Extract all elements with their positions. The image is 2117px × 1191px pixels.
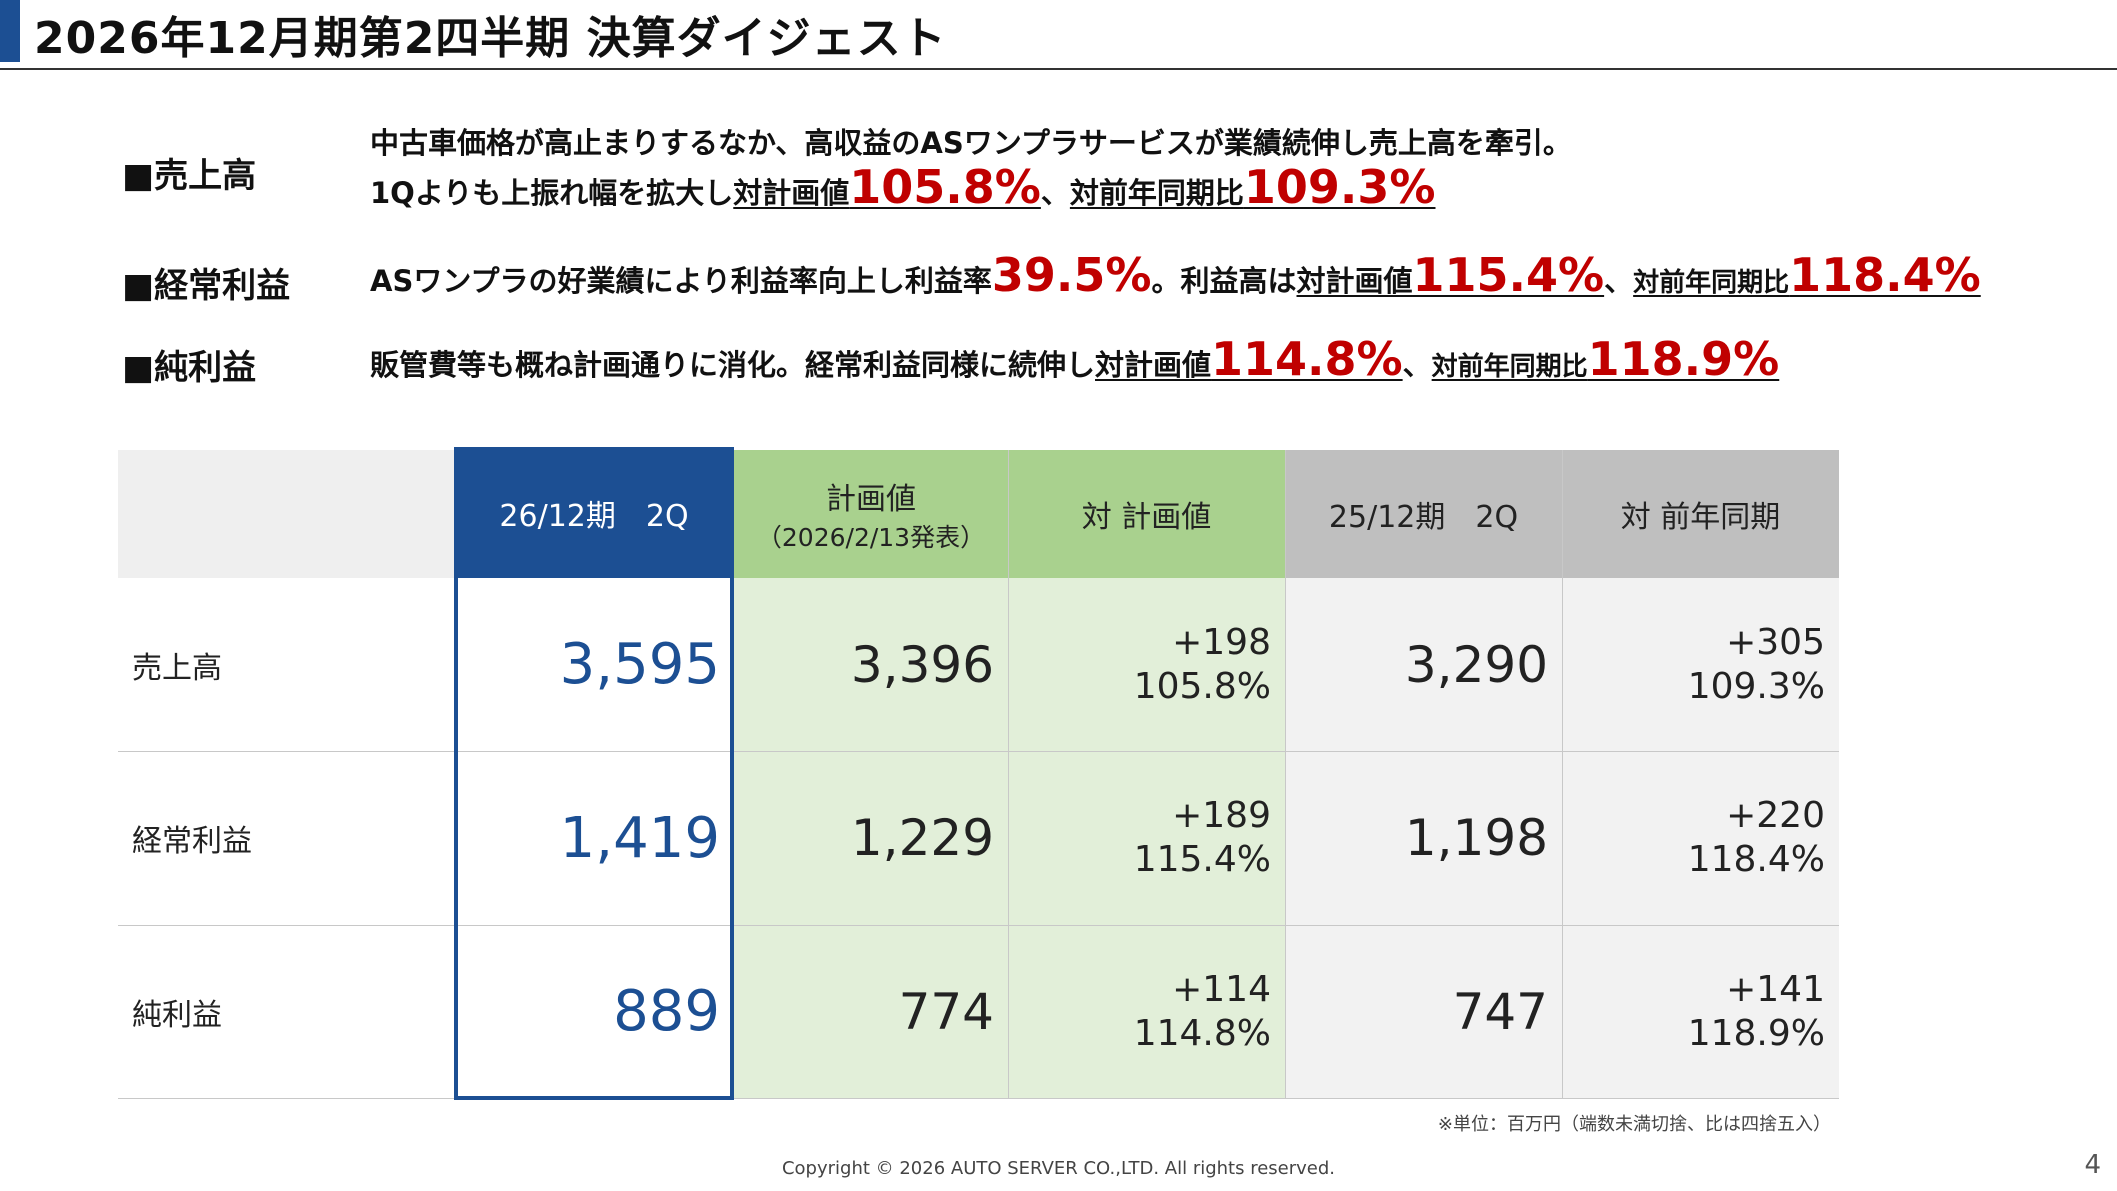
summary-ordinary-pre: ASワンプラの好業績により利益率向上し利益率 [370, 264, 992, 298]
title-divider [0, 68, 2117, 70]
summary-ordinary-yoy-pct: 118.4% [1789, 248, 1981, 302]
header-plan-label: 計画値 [826, 482, 916, 517]
summary-sales-line2: 1Qよりも上振れ幅を拡大し対計画値105.8%、対前年同期比109.3% [370, 160, 1436, 214]
header-plan-sub: （2026/2/13発表） [756, 523, 986, 552]
header-prior-label: 25/12期 2Q [1328, 500, 1519, 535]
summary-ordinary-plan-label: 対計画値 [1296, 264, 1413, 298]
row-label-sales: 売上高 [132, 650, 222, 686]
summary-sales-line2-pre: 1Qよりも上振れ幅を拡大し [370, 176, 734, 210]
ordinary-vs-plan-pct: 115.4% [1133, 839, 1271, 880]
copyright: Copyright © 2026 AUTO SERVER CO.,LTD. Al… [781, 1158, 1336, 1179]
summary-sales-plan-pct: 105.8% [849, 160, 1041, 214]
net-vs-prior-diff: +141 [1726, 968, 1825, 1010]
summary-ordinary-margin: 39.5% [991, 248, 1152, 302]
ordinary-vs-plan: +189 115.4% [1008, 751, 1285, 925]
summary-net-label: ■純利益 [122, 348, 257, 388]
row-label-net: 純利益 [132, 997, 222, 1033]
column-divider [1562, 450, 1563, 1098]
ordinary-plan-value: 1,229 [850, 809, 994, 867]
summary-sales-line1: 中古車価格が高止まりするなか、高収益のASワンプラサービスが業績続伸し売上高を牽… [370, 126, 1572, 160]
sales-plan-value: 3,396 [850, 635, 994, 694]
plan-column-bg [734, 578, 1285, 1098]
summary-ordinary-label: ■経常利益 [122, 266, 291, 306]
net-vs-plan-diff: +114 [1172, 968, 1271, 1010]
header-current-label: 26/12期 2Q [499, 498, 689, 534]
net-prior-value: 747 [1452, 982, 1548, 1041]
summary-ordinary-mid: 。利益高は [1151, 264, 1297, 298]
summary-net-plan-label: 対計画値 [1095, 348, 1212, 382]
header-plan: 計画値 （2026/2/13発表） [734, 450, 1008, 578]
summary-net-yoy: 対前年同期比118.9% [1431, 332, 1780, 386]
page-number: 4 [2084, 1150, 2101, 1180]
table-bottom-rule [118, 1098, 1839, 1099]
header-prior-period: 25/12期 2Q [1285, 450, 1562, 578]
summary-sales-label: ■売上高 [122, 156, 257, 196]
title-accent-bar [0, 0, 20, 62]
header-vs-prior-label: 対 前年同期 [1620, 500, 1781, 535]
sales-vs-prior: +305 109.3% [1562, 578, 1839, 751]
summary-sales-yoy-label: 対前年同期比 [1069, 176, 1244, 210]
header-vs-plan-label: 対 計画値 [1081, 500, 1212, 535]
sales-vs-plan-diff: +198 [1172, 621, 1271, 663]
summary-sales-sep: 、 [1040, 176, 1070, 210]
summary-ordinary-yoy-label: 対前年同期比 [1633, 268, 1790, 298]
ordinary-prior-value: 1,198 [1404, 809, 1548, 867]
net-vs-plan-pct: 114.8% [1133, 1012, 1271, 1054]
ordinary-vs-prior-pct: 118.4% [1687, 839, 1825, 880]
summary-sales-yoy: 対前年同期比109.3% [1069, 160, 1436, 214]
ordinary-vs-plan-diff: +189 [1172, 795, 1271, 836]
summary-ordinary-plan: 対計画値115.4% [1296, 248, 1605, 302]
summary-sales-plan: 対計画値105.8% [733, 160, 1041, 214]
unit-note: ※単位：百万円（端数未満切捨、比は四捨五入） [1437, 1114, 1831, 1135]
table-corner-cell [118, 450, 454, 578]
net-current-value: 889 [613, 979, 720, 1044]
net-plan-value: 774 [898, 982, 994, 1041]
ordinary-current-value: 1,419 [559, 805, 720, 871]
row-divider [118, 925, 1839, 926]
header-vs-prior: 対 前年同期 [1562, 450, 1839, 578]
summary-net-plan: 対計画値114.8% [1095, 332, 1403, 386]
column-divider [1285, 450, 1286, 1098]
page-title: 2026年12月期第2四半期 決算ダイジェスト [34, 13, 947, 64]
summary-net-yoy-pct: 118.9% [1587, 332, 1780, 386]
summary-sales-plan-label: 対計画値 [733, 176, 850, 210]
row-divider [118, 751, 1839, 752]
sales-prior-value: 3,290 [1404, 635, 1548, 694]
summary-ordinary-line: ASワンプラの好業績により利益率向上し利益率39.5%。利益高は対計画値115.… [370, 248, 1981, 302]
net-vs-prior-pct: 118.9% [1687, 1012, 1825, 1054]
summary-net-sep: 、 [1402, 348, 1432, 382]
sales-vs-prior-pct: 109.3% [1687, 665, 1825, 707]
summary-ordinary-sep: 、 [1604, 264, 1634, 298]
summary-net-yoy-label: 対前年同期比 [1431, 352, 1588, 382]
ordinary-vs-prior-diff: +220 [1726, 795, 1825, 836]
summary-ordinary-plan-pct: 115.4% [1412, 248, 1605, 302]
row-label-ordinary: 経常利益 [132, 824, 252, 859]
ordinary-vs-prior: +220 118.4% [1562, 751, 1839, 925]
summary-net-line: 販管費等も概ね計画通りに消化。経常利益同様に続伸し対計画値114.8%、対前年同… [370, 332, 1779, 386]
summary-net-plan-pct: 114.8% [1211, 332, 1403, 386]
sales-vs-plan: +198 105.8% [1008, 578, 1285, 751]
summary-sales-yoy-pct: 109.3% [1243, 160, 1436, 214]
sales-vs-plan-pct: 105.8% [1133, 665, 1271, 707]
summary-net-pre: 販管費等も概ね計画通りに消化。経常利益同様に続伸し [370, 348, 1096, 382]
column-divider [1008, 450, 1009, 1098]
net-vs-prior: +141 118.9% [1562, 925, 1839, 1098]
sales-current-value: 3,595 [559, 632, 720, 697]
summary-ordinary-yoy: 対前年同期比118.4% [1633, 248, 1981, 302]
sales-vs-prior-diff: +305 [1726, 621, 1825, 663]
net-vs-plan: +114 114.8% [1008, 925, 1285, 1098]
header-current-period: 26/12期 2Q [454, 447, 734, 578]
header-vs-plan: 対 計画値 [1008, 450, 1285, 578]
